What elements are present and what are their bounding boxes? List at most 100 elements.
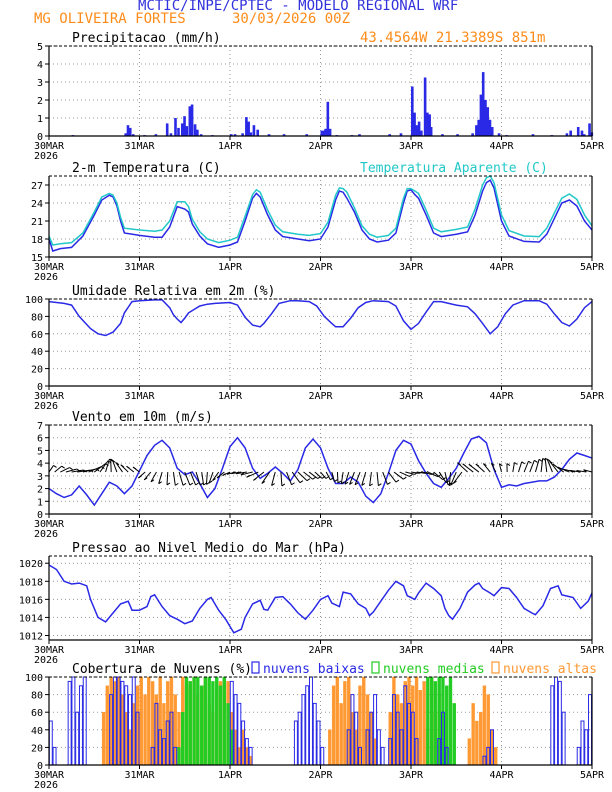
precip-bar <box>580 130 584 136</box>
legend-swatch <box>491 661 500 674</box>
xtick-label: 30MAR <box>34 645 65 656</box>
ytick-label: 1020 <box>19 559 43 570</box>
cloud-bar <box>557 680 562 766</box>
cloud-bar <box>328 729 332 766</box>
precip-bar <box>131 134 135 136</box>
wind-barb-tick <box>341 481 345 485</box>
cloud-bar <box>580 720 585 766</box>
wind-barb <box>54 465 63 473</box>
wind-barb-tick <box>330 477 334 481</box>
wind-barb <box>448 471 452 486</box>
wind-barb <box>576 469 587 473</box>
precip-bar <box>247 121 250 136</box>
precip-bar <box>428 114 431 136</box>
wind-barb-tick <box>253 477 257 481</box>
xtick-label: 31MAR <box>124 141 155 152</box>
wind-barb <box>297 471 308 482</box>
wind-barb-tick <box>208 480 213 484</box>
cloud-bar <box>418 690 423 766</box>
precip-bar <box>256 129 259 136</box>
xtick-label: 1APR <box>218 141 243 152</box>
precip-bar <box>490 127 494 136</box>
cloud-bar <box>448 676 453 766</box>
ytick-label: 20 <box>31 743 43 754</box>
precip-bar <box>531 134 535 136</box>
cloud-bar <box>422 681 426 766</box>
wind-barb-tick <box>499 463 503 467</box>
precip-bar <box>471 133 474 136</box>
precip-bar <box>196 129 199 136</box>
wind-barb-tick <box>281 483 286 487</box>
wind-barb-tick <box>112 460 116 463</box>
wind-barb <box>438 471 447 483</box>
wind-barb-tick <box>143 477 148 481</box>
year-label: 2026 <box>34 401 58 412</box>
wind-barb <box>166 472 169 485</box>
cloud-bar <box>67 680 72 766</box>
ytick-label: 3 <box>37 78 43 89</box>
cloud-bar <box>308 676 313 766</box>
precip-bar <box>456 134 459 136</box>
xtick-label: 3APR <box>399 519 424 530</box>
wind-barb-tick <box>158 481 162 485</box>
cloud-bar <box>105 685 110 766</box>
precip-bar <box>252 125 256 136</box>
ytick-label: 1 <box>37 497 43 508</box>
wind-barb-tick <box>409 474 413 477</box>
xtick-label: 4APR <box>489 262 514 273</box>
cloud-bar <box>82 676 87 766</box>
cloud-bar <box>211 681 215 766</box>
ytick-label: 24 <box>31 199 43 210</box>
wind-barb-tick <box>166 482 171 486</box>
legend-label: nuvens altas <box>503 662 597 677</box>
cloud-bar <box>207 676 211 766</box>
cloud-bar <box>467 738 472 766</box>
wind-barb-tick <box>199 482 204 486</box>
cloud-bar <box>188 681 192 766</box>
precip-bar <box>484 100 487 136</box>
wind-barb-tick <box>468 463 473 467</box>
wind-barb <box>235 471 248 475</box>
cloud-bar <box>301 694 306 766</box>
wind-barb-tick <box>261 481 266 484</box>
wind-barb <box>340 471 344 484</box>
wind-barb <box>93 463 106 473</box>
wind-barb-tick <box>195 482 199 486</box>
cloud-bar <box>184 676 189 766</box>
xtick-label: 2APR <box>308 645 333 656</box>
wind-barb <box>308 471 318 479</box>
wind-barb-tick <box>312 476 316 480</box>
xtick-label: 3APR <box>399 141 424 152</box>
wind-barb <box>433 471 444 480</box>
xtick-label: 4APR <box>489 519 514 530</box>
precip-bar <box>429 127 433 136</box>
ytick-label: 4 <box>37 60 43 71</box>
wind-barb <box>150 471 157 483</box>
wind-barb <box>231 471 242 475</box>
wind-barb <box>201 471 205 486</box>
cloud-bar <box>478 712 483 766</box>
wind-barb <box>65 468 78 473</box>
cloud-bar <box>297 711 302 766</box>
cloud-bar <box>320 746 325 766</box>
wind-barb <box>482 463 491 473</box>
wind-barb <box>498 463 502 473</box>
legend-temp-apparent: Temperatura Aparente (C) <box>360 161 548 176</box>
xtick-label: 31MAR <box>124 645 155 656</box>
precip-bar <box>169 133 173 136</box>
ytick-label: 5 <box>37 446 43 457</box>
panel-title: Pressao ao Nivel Medio do Mar (hPa) <box>72 541 346 556</box>
wind-barb-tick <box>483 463 487 466</box>
wind-barb-tick <box>583 469 587 473</box>
precip-bar <box>190 104 194 136</box>
precip-bar <box>475 125 478 136</box>
xtick-label: 5APR <box>580 262 605 273</box>
ytick-label: 60 <box>31 330 43 341</box>
wind-barb <box>112 460 118 473</box>
wind-barb <box>48 465 54 473</box>
precip-bar <box>154 134 158 136</box>
wind-barb <box>178 471 184 486</box>
wind-barb-tick <box>334 479 338 483</box>
cloud-bar <box>192 676 196 766</box>
ytick-label: 1 <box>37 114 43 125</box>
